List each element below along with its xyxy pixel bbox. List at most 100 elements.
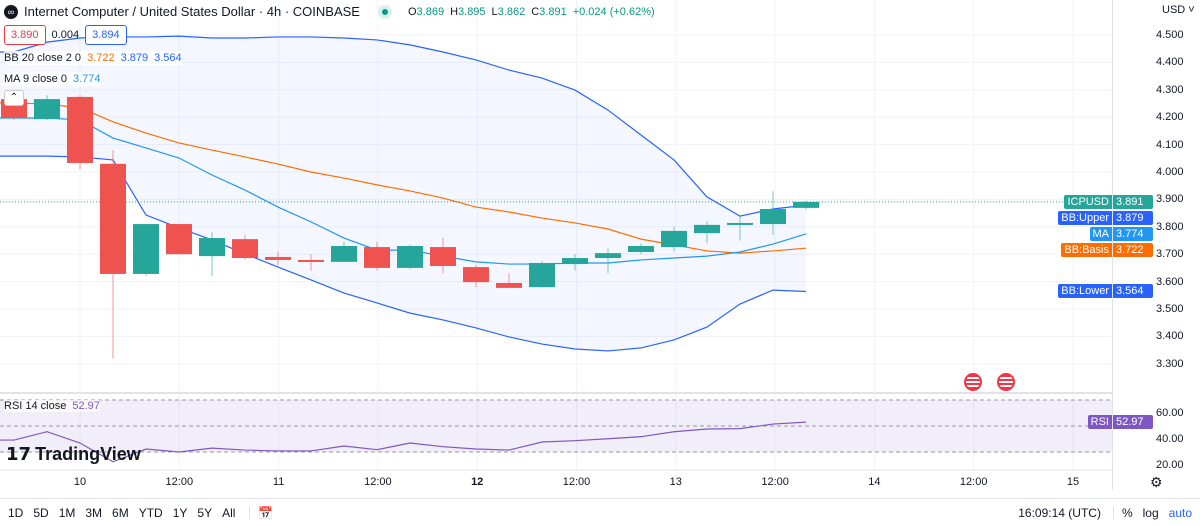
candle-body (529, 262, 555, 288)
low-label: L (491, 5, 498, 18)
price-scale-label: 4.100 (1156, 138, 1184, 151)
price-scale-label: 3.600 (1156, 275, 1184, 288)
range-button-ytd[interactable]: YTD (138, 505, 163, 520)
currency-label: USD (1162, 4, 1186, 16)
price-tag-name: ICPUSD (1064, 194, 1112, 209)
high-value: 3.895 (458, 5, 486, 18)
candle-body (67, 96, 93, 163)
price-scale-label: 3.700 (1156, 248, 1184, 261)
log-toggle[interactable]: log (1142, 505, 1159, 520)
candle-body (166, 224, 192, 255)
price-tag-value: 3.722 (1113, 242, 1153, 257)
candle-body (694, 224, 720, 234)
us-event-flag-icon[interactable] (964, 373, 982, 391)
price-scale-label: 4.300 (1156, 83, 1184, 96)
candle-body (298, 259, 324, 262)
price-tag-value: 3.891 (1113, 194, 1153, 209)
rsi-scale-label: 20.00 (1156, 459, 1184, 471)
bollinger-band-fill (0, 36, 806, 351)
bb-basis-value: 3.722 (87, 52, 115, 64)
collapse-legend-button[interactable]: ⌃ (4, 90, 24, 106)
candle-body (34, 99, 60, 120)
price-chart[interactable] (0, 0, 1112, 490)
candle-body (496, 282, 522, 288)
tradingview-watermark: 𝟭𝟳 TradingView (6, 444, 141, 465)
candle-body (331, 245, 357, 262)
price-scale-label: 3.300 (1156, 357, 1184, 370)
tradingview-logo-icon: 𝟭𝟳 (6, 444, 32, 464)
spread-value: 0.004 (51, 29, 80, 41)
candle-body (628, 245, 654, 253)
price-tag-name: MA (1089, 226, 1112, 241)
candle-body (364, 247, 390, 268)
buy-button[interactable]: 3.894 (85, 25, 127, 45)
percent-toggle[interactable]: % (1112, 505, 1133, 520)
auto-toggle[interactable]: auto (1168, 505, 1192, 520)
close-label: C (531, 5, 540, 18)
candle-body (133, 224, 159, 274)
price-scale-label: 4.400 (1156, 56, 1184, 69)
date-range-calendar-icon[interactable]: 📅 (249, 505, 273, 520)
candle-body (397, 245, 423, 268)
range-button-1m[interactable]: 1M (58, 505, 76, 520)
time-axis-label: 12:00 (364, 476, 392, 488)
candle-body (595, 253, 621, 259)
rsi-scale-label: 60.00 (1156, 407, 1184, 419)
candle-body (793, 201, 819, 208)
symbol-header: ∞ Internet Computer / United States Doll… (4, 4, 655, 19)
price-tag-name: BB:Lower (1058, 284, 1112, 299)
rsi-line (0, 421, 807, 463)
ma-value: 3.774 (72, 73, 101, 85)
price-scale[interactable] (1112, 0, 1200, 490)
rsi-legend[interactable]: RSI 14 close 52.97 (4, 400, 100, 412)
range-button-5y[interactable]: 5Y (197, 505, 213, 520)
ohlc-values: O3.869 H3.895 L3.862 C3.891 +0.024 (+0.6… (408, 6, 655, 18)
rsi-value: 52.97 (72, 400, 100, 412)
settings-gear-icon[interactable]: ⚙ (1150, 474, 1163, 490)
time-axis-label: 14 (868, 476, 881, 488)
candle-body (232, 239, 258, 259)
clock-utc[interactable]: 16:09:14 (UTC) (1018, 505, 1101, 520)
sell-button[interactable]: 3.890 (4, 25, 46, 45)
price-tag-value: 3.879 (1113, 210, 1153, 225)
range-button-6m[interactable]: 6M (112, 505, 129, 520)
candle-body (265, 256, 291, 260)
time-axis-label: 10 (73, 476, 87, 488)
candle-body (562, 258, 588, 265)
price-scale-label: 3.900 (1156, 193, 1184, 206)
price-tag-value: 3.564 (1113, 284, 1153, 299)
bb-lower-value: 3.564 (154, 52, 182, 64)
trade-buttons: 3.890 0.004 3.894 (4, 25, 127, 45)
ma-line (0, 117, 807, 265)
time-axis-label: 12:00 (761, 476, 789, 488)
market-status-icon[interactable] (377, 4, 392, 19)
range-button-all[interactable]: All (222, 505, 236, 520)
time-axis-label: 12:00 (562, 476, 591, 488)
price-scale-label: 3.500 (1156, 303, 1184, 315)
bb-legend[interactable]: BB 20 close 2 0 3.722 3.879 3.564 (4, 51, 182, 65)
candle-body (430, 247, 456, 266)
open-value: 3.869 (416, 5, 445, 18)
low-value: 3.862 (497, 5, 526, 18)
symbol-title[interactable]: Internet Computer / United States Dollar… (24, 4, 360, 19)
rsi-tag-name: RSI (1087, 415, 1112, 430)
range-button-3m[interactable]: 3M (85, 505, 103, 520)
price-scale-label: 4.200 (1156, 111, 1184, 124)
ma-legend[interactable]: MA 9 close 0 3.774 (4, 72, 101, 86)
close-value: 3.891 (539, 5, 567, 18)
price-scale-label: 3.400 (1156, 330, 1184, 343)
candle-body (463, 267, 489, 283)
range-button-1y[interactable]: 1Y (172, 505, 188, 520)
watermark-text: TradingView (35, 444, 141, 464)
range-button-1d[interactable]: 1D (8, 505, 24, 520)
open-label: O (407, 5, 417, 18)
price-tag-name: BB:Upper (1058, 210, 1112, 225)
candle-body (100, 163, 126, 274)
time-axis-label: 12 (471, 476, 484, 488)
bb-legend-label: BB 20 close 2 0 (4, 52, 82, 64)
range-button-5d[interactable]: 5D (33, 505, 49, 520)
us-event-flag-icon[interactable] (997, 373, 1015, 391)
bb-upper-value: 3.879 (120, 52, 149, 64)
time-axis-label: 12:00 (959, 476, 988, 488)
currency-selector[interactable]: USD ˅ (1162, 4, 1195, 16)
